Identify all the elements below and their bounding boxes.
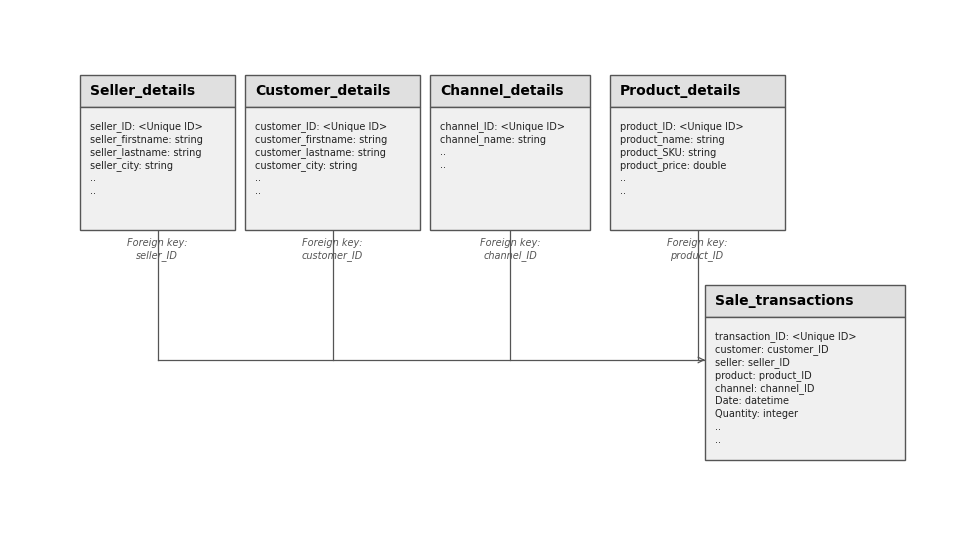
Text: transaction_ID: <Unique ID>: transaction_ID: <Unique ID> bbox=[715, 331, 856, 342]
Text: product_name: string: product_name: string bbox=[620, 134, 725, 145]
Text: Sale_transactions: Sale_transactions bbox=[715, 294, 853, 308]
Text: channel: channel_ID: channel: channel_ID bbox=[715, 383, 814, 394]
Text: ..: .. bbox=[440, 160, 446, 170]
Text: seller_city: string: seller_city: string bbox=[90, 160, 173, 171]
Text: channel_ID: <Unique ID>: channel_ID: <Unique ID> bbox=[440, 121, 565, 132]
Bar bbox=[705, 285, 905, 317]
Text: Foreign key:
channel_ID: Foreign key: channel_ID bbox=[480, 238, 540, 260]
Text: product_ID: <Unique ID>: product_ID: <Unique ID> bbox=[620, 121, 744, 132]
Text: seller_ID: <Unique ID>: seller_ID: <Unique ID> bbox=[90, 121, 203, 132]
Bar bbox=[245, 75, 420, 107]
Text: ..: .. bbox=[620, 173, 626, 183]
Text: Channel_details: Channel_details bbox=[440, 84, 564, 98]
Text: customer: customer_ID: customer: customer_ID bbox=[715, 344, 828, 355]
Text: ..: .. bbox=[715, 435, 721, 445]
Text: customer_ID: <Unique ID>: customer_ID: <Unique ID> bbox=[255, 121, 387, 132]
Text: product_price: double: product_price: double bbox=[620, 160, 727, 171]
Bar bbox=[610, 75, 785, 107]
Text: customer_lastname: string: customer_lastname: string bbox=[255, 147, 386, 158]
Text: ..: .. bbox=[715, 422, 721, 432]
Text: Customer_details: Customer_details bbox=[255, 84, 391, 98]
Text: seller: seller_ID: seller: seller_ID bbox=[715, 357, 790, 368]
Bar bbox=[80, 75, 235, 107]
Text: ..: .. bbox=[255, 173, 261, 183]
Bar bbox=[430, 75, 590, 107]
Text: ..: .. bbox=[620, 186, 626, 196]
Text: Date: datetime: Date: datetime bbox=[715, 396, 789, 406]
Text: customer_city: string: customer_city: string bbox=[255, 160, 357, 171]
Text: Seller_details: Seller_details bbox=[90, 84, 195, 98]
Text: Foreign key:
product_ID: Foreign key: product_ID bbox=[667, 238, 728, 260]
Text: product: product_ID: product: product_ID bbox=[715, 370, 812, 381]
Bar bbox=[245, 107, 420, 230]
Text: customer_firstname: string: customer_firstname: string bbox=[255, 134, 387, 145]
Bar bbox=[610, 107, 785, 230]
Text: Foreign key:
seller_ID: Foreign key: seller_ID bbox=[127, 238, 187, 260]
Text: seller_firstname: string: seller_firstname: string bbox=[90, 134, 203, 145]
Text: ..: .. bbox=[90, 173, 96, 183]
Bar bbox=[80, 107, 235, 230]
Text: ..: .. bbox=[255, 186, 261, 196]
Text: Quantity: integer: Quantity: integer bbox=[715, 409, 798, 419]
Text: Foreign key:
customer_ID: Foreign key: customer_ID bbox=[301, 238, 363, 260]
Text: Product_details: Product_details bbox=[620, 84, 741, 98]
Text: seller_lastname: string: seller_lastname: string bbox=[90, 147, 202, 158]
Text: channel_name: string: channel_name: string bbox=[440, 134, 546, 145]
Text: ..: .. bbox=[440, 147, 446, 157]
Bar bbox=[705, 317, 905, 460]
Bar bbox=[430, 107, 590, 230]
Text: product_SKU: string: product_SKU: string bbox=[620, 147, 716, 158]
Text: ..: .. bbox=[90, 186, 96, 196]
